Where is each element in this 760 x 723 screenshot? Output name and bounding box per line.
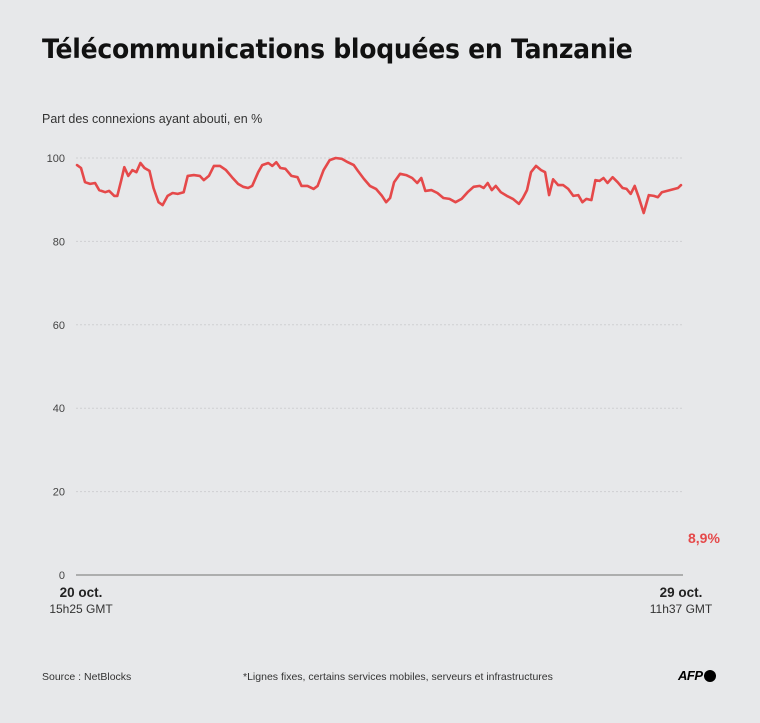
logo-text: AFP xyxy=(678,668,703,683)
y-tick-label: 80 xyxy=(53,236,65,248)
afp-logo: AFP xyxy=(678,668,716,683)
chart-subtitle: Part des connexions ayant abouti, en % xyxy=(42,112,263,126)
source-credit: Source : NetBlocks xyxy=(42,671,132,683)
x-end-time: 11h37 GMT xyxy=(649,602,713,616)
chart-title: Télécommunications bloquées en Tanzanie xyxy=(42,34,633,65)
end-value-annotation: 8,9% xyxy=(688,530,720,546)
y-tick-label: 60 xyxy=(53,320,65,332)
x-end-date: 29 oct. xyxy=(659,585,703,600)
data-line xyxy=(75,156,683,215)
y-tick-label: 0 xyxy=(59,570,65,582)
y-tick-label: 20 xyxy=(53,487,65,499)
y-tick-label: 100 xyxy=(47,153,65,165)
x-start-time: 15h25 GMT xyxy=(49,602,113,616)
logo-dot-icon xyxy=(703,669,716,682)
x-start-date: 20 oct. xyxy=(59,585,103,600)
footnote: *Lignes fixes, certains services mobiles… xyxy=(243,671,553,683)
gridlines xyxy=(76,157,683,493)
y-axis-ticks: 0 20 40 60 80 100 xyxy=(47,153,65,582)
y-tick-label: 40 xyxy=(53,403,65,415)
